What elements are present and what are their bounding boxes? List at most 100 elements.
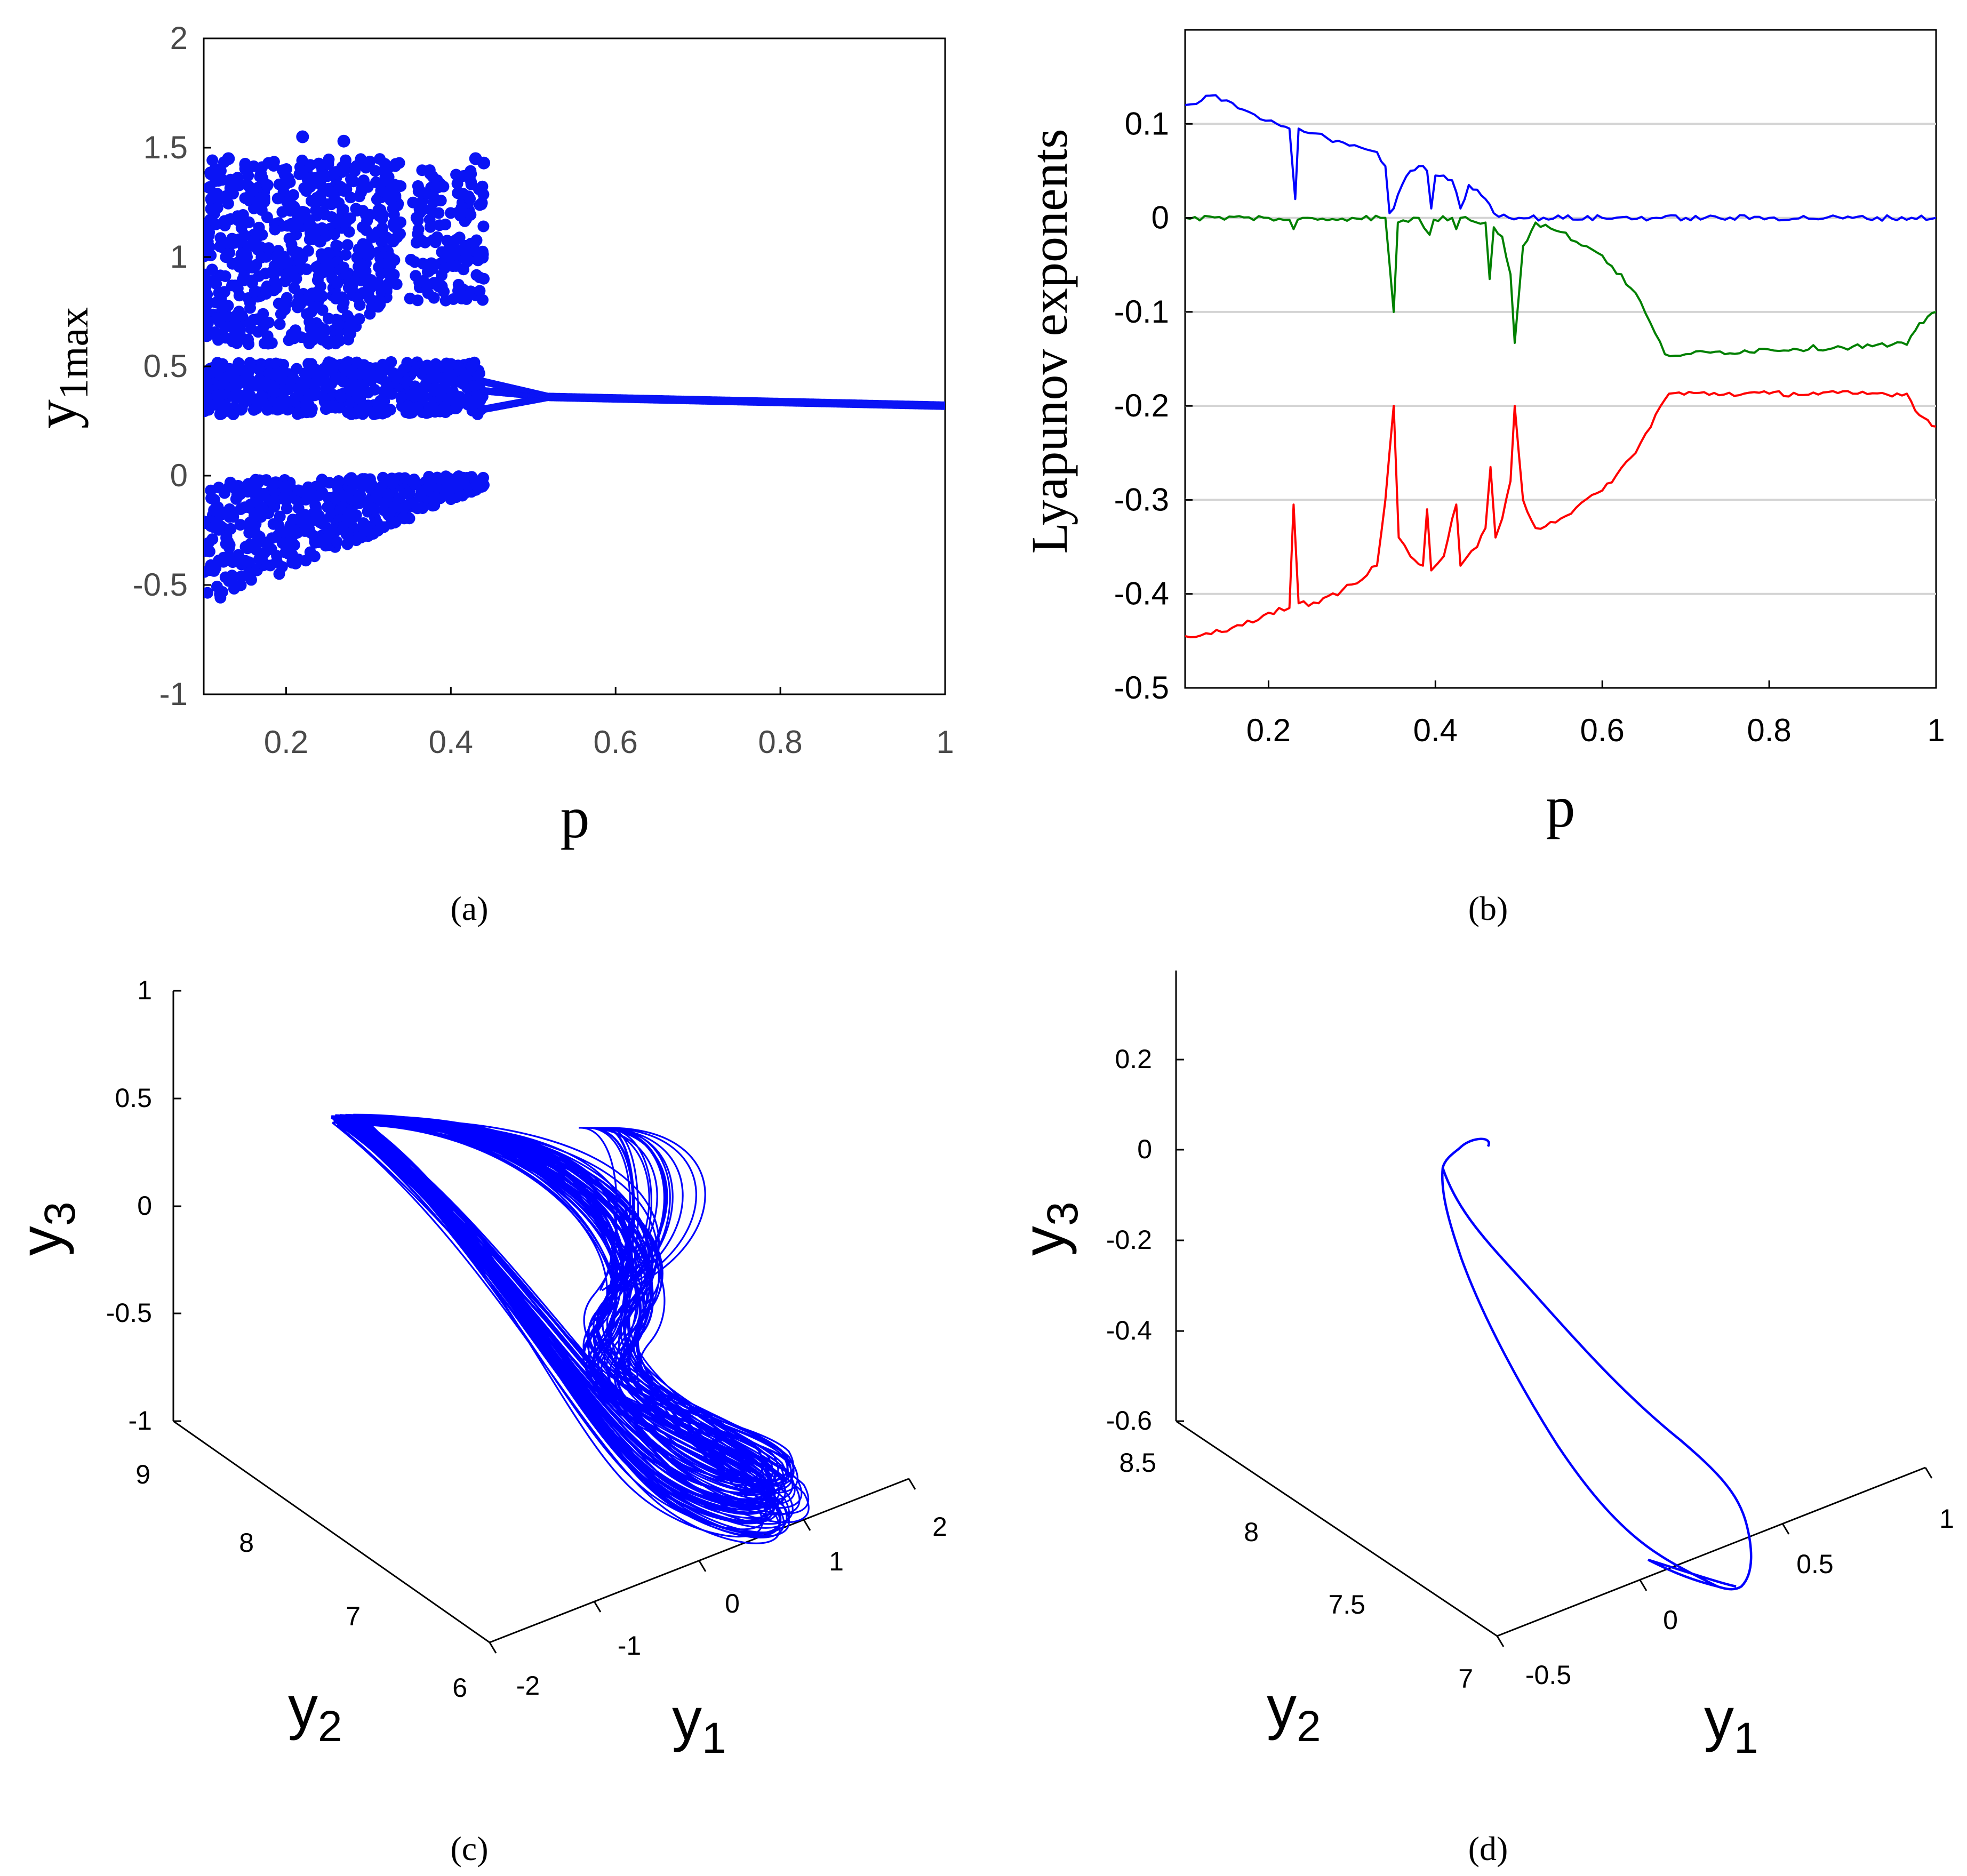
scatter-point	[251, 380, 263, 392]
scatter-point	[305, 322, 317, 334]
scatter-point	[353, 313, 365, 325]
scatter-point	[235, 579, 247, 591]
scatter-point	[444, 244, 457, 256]
scatter-point	[445, 358, 457, 370]
scatter-point	[235, 570, 247, 582]
scatter-point	[337, 523, 349, 535]
scatter-point	[301, 493, 314, 505]
scatter-point	[317, 252, 329, 264]
scatter-point	[477, 220, 490, 233]
scatter-point	[310, 286, 323, 299]
scatter-point	[273, 568, 285, 580]
panel-c-y-ticks: 9 8 7 6	[135, 1460, 467, 1703]
scatter-point	[411, 502, 423, 515]
scatter-point	[252, 244, 264, 256]
scatter-point	[299, 374, 311, 387]
scatter-point	[269, 223, 281, 236]
scatter-point	[204, 306, 213, 318]
scatter-point	[243, 556, 255, 568]
scatter-point	[310, 301, 323, 313]
caption-b: (b)	[1468, 889, 1508, 927]
scatter-point	[268, 478, 279, 491]
scatter-point	[206, 191, 218, 204]
scatter-point	[297, 252, 309, 264]
scatter-point	[385, 356, 397, 368]
panel-b-xlabel: p	[1546, 774, 1576, 839]
panel-c-ztick: 0	[137, 1191, 152, 1221]
scatter-point	[229, 178, 242, 190]
y-tick-label: 0.1	[1125, 106, 1169, 141]
y-tick-label: -0.1	[1114, 294, 1169, 330]
scatter-point	[356, 266, 368, 278]
scatter-point	[356, 379, 369, 391]
panel-c-ytick: 8	[239, 1528, 254, 1558]
x-tick-label: 0.2	[1246, 712, 1291, 748]
scatter-point	[204, 515, 211, 527]
scatter-point	[374, 482, 386, 494]
panel-c-ylabel-sub: 2	[318, 1702, 342, 1751]
scatter-point	[437, 180, 450, 193]
scatter-point	[305, 227, 316, 239]
scatter-point	[242, 367, 254, 379]
scatter-point	[391, 231, 403, 243]
panel-d-ztick: 0	[1137, 1134, 1152, 1164]
scatter-point	[471, 369, 484, 381]
scatter-point	[405, 253, 417, 266]
scatter-point	[439, 218, 452, 230]
scatter-point	[215, 388, 227, 400]
scatter-point	[308, 367, 321, 379]
panel-d-xtick: 1	[1939, 1504, 1954, 1534]
scatter-point	[374, 153, 386, 165]
scatter-point	[412, 228, 424, 240]
scatter-point	[285, 218, 298, 230]
panel-b-lyapunov-exponents: 0.2 0.4 0.6 0.8 1-0.5-0.4-0.3-0.2-0.100.1 p …	[1021, 29, 1945, 927]
scatter-point	[369, 503, 381, 516]
scatter-point	[428, 292, 440, 304]
scatter-point	[247, 404, 260, 416]
x-tick-label: 0.8	[758, 724, 802, 760]
scatter-point	[214, 240, 226, 253]
scatter-point	[409, 478, 421, 491]
scatter-point	[222, 300, 234, 312]
scatter-point	[399, 472, 411, 484]
scatter-point	[409, 380, 421, 392]
scatter-point	[319, 533, 331, 546]
limit-cycle-curve	[1441, 1137, 1753, 1591]
scatter-point	[316, 486, 328, 499]
scatter-point	[316, 474, 328, 486]
scatter-point	[340, 216, 353, 228]
panel-d-ytick: 7.5	[1328, 1590, 1365, 1620]
scatter-point	[271, 193, 284, 205]
caption-c: (c)	[450, 1830, 488, 1867]
scatter-point	[331, 217, 343, 229]
y-tick-label: 0.5	[143, 348, 188, 384]
scatter-point	[261, 404, 274, 416]
scatter-point	[280, 494, 292, 507]
x-tick-label: 0.4	[429, 724, 473, 760]
panel-c-ztick: 0.5	[115, 1083, 152, 1113]
y-tick-label: 2	[170, 20, 188, 56]
scatter-point	[387, 218, 399, 230]
scatter-point	[299, 385, 311, 397]
scatter-point	[410, 237, 422, 248]
scatter-point	[281, 196, 293, 208]
y-tick-label: -1	[159, 676, 188, 712]
panel-c-x-ticks: -2 -1 0 1 2	[489, 1478, 947, 1701]
scatter-point	[457, 374, 469, 387]
panel-d-limit-cycle-curve	[1441, 1137, 1753, 1591]
scatter-point	[210, 218, 222, 230]
panel-c-ylabel-main: y	[288, 1674, 318, 1741]
scatter-point	[258, 487, 270, 500]
scatter-point	[354, 368, 366, 380]
scatter-point	[338, 362, 350, 374]
scatter-point	[303, 523, 315, 535]
panel-c-xlabel-sub: 1	[702, 1714, 726, 1762]
scatter-point	[235, 222, 247, 234]
scatter-point	[453, 281, 465, 293]
scatter-point	[383, 507, 396, 519]
scatter-point	[416, 164, 428, 177]
scatter-point	[402, 488, 414, 500]
scatter-point	[250, 259, 262, 271]
scatter-point	[310, 502, 322, 514]
